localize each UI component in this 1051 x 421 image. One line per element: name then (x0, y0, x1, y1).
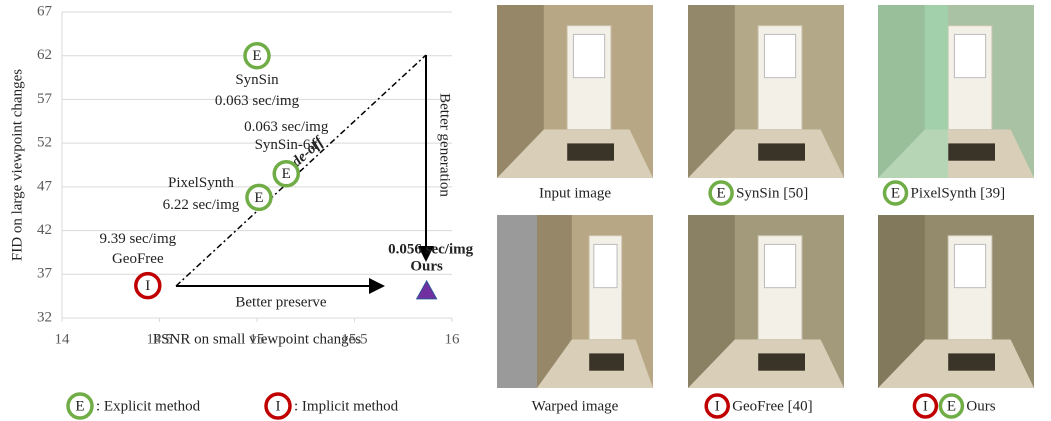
legend-label: : Implicit method (294, 398, 399, 414)
y-tick-label: 52 (37, 135, 52, 151)
door-window (764, 34, 795, 77)
y-tick-label: 57 (37, 91, 53, 107)
image-caption: PixelSynth [39] (911, 185, 1006, 201)
image (688, 5, 844, 178)
y-tick-label: 32 (37, 309, 52, 325)
point-speed: 0.063 sec/img (215, 93, 300, 109)
point-name: SynSin (235, 72, 279, 88)
legend-label: : Explicit method (96, 398, 201, 414)
point-name: SynSin-6x (255, 137, 319, 153)
image (497, 5, 653, 178)
y-axis-label: FID on large viewpoint changes (9, 69, 25, 261)
rug (589, 353, 624, 370)
rug (948, 353, 995, 370)
point-name: PixelSynth (168, 175, 234, 191)
marker-letter: E (254, 190, 263, 206)
x-tick-label: 15.5 (341, 331, 367, 347)
point-speed: 0.056 sec/img (388, 241, 473, 257)
image (688, 215, 844, 388)
door-window (954, 244, 985, 287)
annotation: Better generation (437, 93, 453, 197)
x-tick-label: 14.5 (146, 331, 172, 347)
figure: Trade-off Better generation Better prese… (0, 0, 1051, 421)
point-name: GeoFree (112, 251, 164, 267)
rug (567, 143, 614, 160)
y-tick-label: 67 (37, 3, 53, 19)
haze (878, 5, 948, 178)
marker-letter: I (145, 278, 150, 294)
marker-letter: I (276, 398, 281, 414)
image-caption: Warped image (532, 398, 619, 414)
annotation: Better preserve (235, 294, 327, 310)
door-window (573, 34, 604, 77)
marker-letter: E (252, 48, 261, 64)
point-name: Ours (410, 258, 443, 274)
image (497, 215, 653, 388)
marker-letter: E (282, 166, 291, 182)
marker-letter: I (923, 398, 928, 414)
x-tick-label: 14 (55, 331, 71, 347)
rug (758, 353, 805, 370)
marker-letter: I (715, 398, 720, 414)
marker-letter: E (947, 398, 956, 414)
x-tick-label: 15 (250, 331, 265, 347)
x-tick-label: 16 (445, 331, 461, 347)
door-window (954, 34, 985, 77)
image-caption: GeoFree [40] (732, 398, 812, 414)
rug (948, 143, 995, 160)
point (417, 281, 437, 299)
image (878, 215, 1034, 388)
point-speed: 9.39 sec/img (99, 231, 176, 247)
image (878, 5, 1034, 178)
image-caption: Ours (966, 398, 995, 414)
point-speed: 0.063 sec/img (244, 119, 329, 135)
y-tick-label: 42 (37, 222, 52, 238)
y-tick-label: 47 (37, 178, 53, 194)
door-window (594, 244, 617, 287)
marker-letter: E (75, 398, 84, 414)
image-caption: SynSin [50] (736, 185, 808, 201)
rug (758, 143, 805, 160)
image-caption: Input image (539, 185, 611, 201)
y-tick-label: 62 (37, 47, 52, 63)
marker-letter: E (891, 185, 900, 201)
y-tick-label: 37 (37, 266, 53, 282)
door-window (764, 244, 795, 287)
point-speed: 6.22 sec/img (163, 197, 240, 213)
marker-letter: E (717, 185, 726, 201)
